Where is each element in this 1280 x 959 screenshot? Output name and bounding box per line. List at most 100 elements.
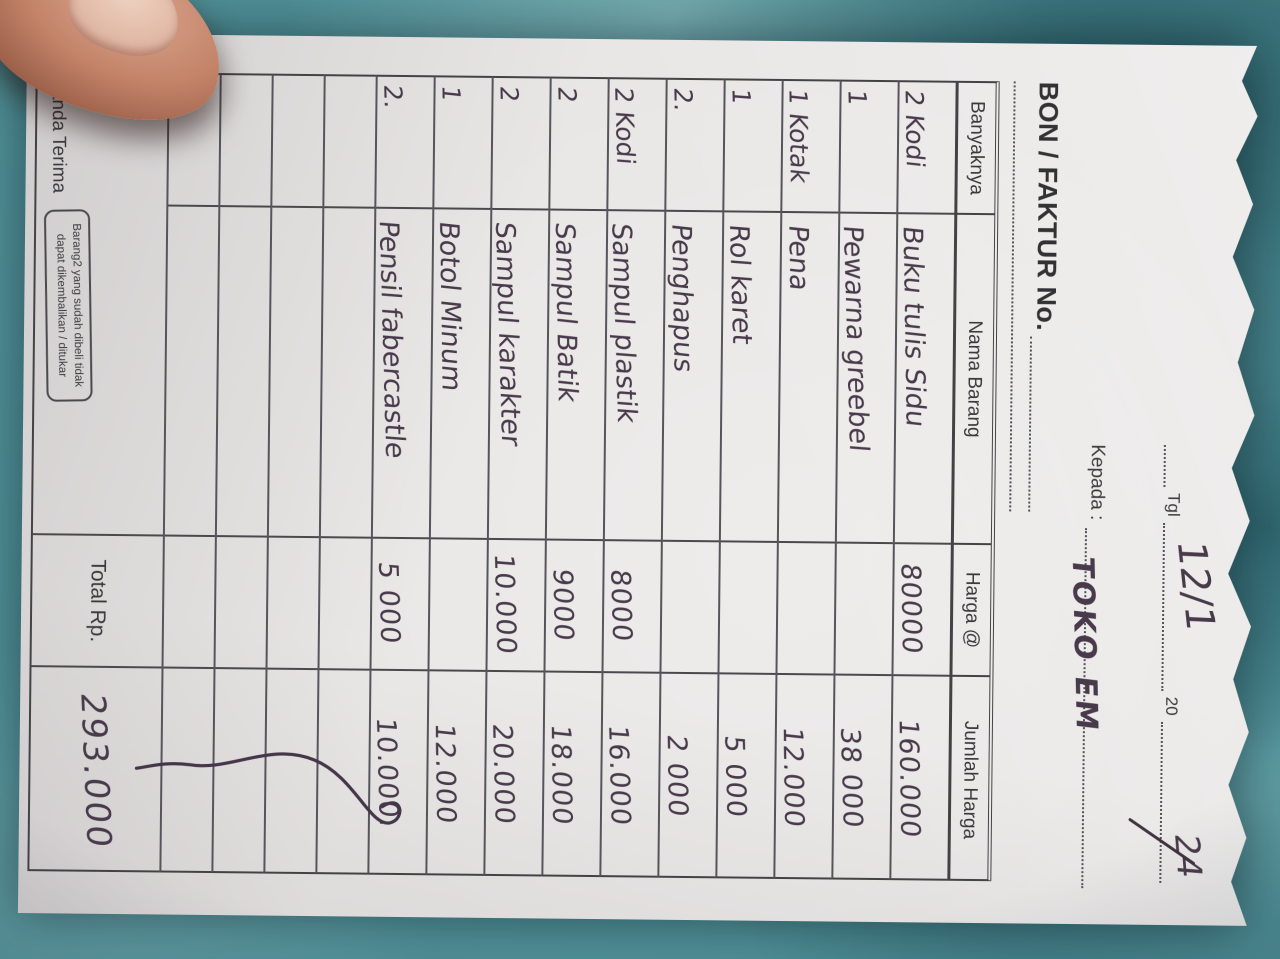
handwritten-qty: 2. bbox=[377, 83, 408, 110]
note-line-2: dapat dikembalikan / ditukar bbox=[54, 233, 69, 377]
item-name-cell: Sampul plastik bbox=[605, 211, 664, 542]
item-name-cell: Pensil fabercastle bbox=[373, 209, 432, 540]
handwritten-qty: 2. bbox=[668, 86, 698, 114]
unit-price-cell bbox=[661, 542, 718, 675]
unit-price-cell: 10.000 bbox=[487, 540, 544, 673]
amount-cell: 38 000 bbox=[833, 676, 891, 883]
handwritten-amount: 20.000 bbox=[485, 722, 520, 826]
amount-cell: 160.000 bbox=[891, 676, 949, 883]
handwritten-unit-price: 9000 bbox=[546, 566, 579, 643]
handwritten-qty: 1 Kotak bbox=[783, 87, 814, 185]
dotted-leader bbox=[1028, 337, 1038, 512]
amount-cell: 16.000 bbox=[601, 673, 659, 880]
qty-cell: 2 Kodi bbox=[898, 82, 955, 215]
empty-cell bbox=[220, 75, 271, 208]
handwritten-amount: 12.000 bbox=[428, 721, 461, 826]
amount-cell: 5 000 bbox=[717, 674, 775, 881]
dotted-leader: 24 bbox=[1159, 722, 1169, 884]
amount-cell: 20.000 bbox=[485, 672, 543, 879]
table-row: 1 Pewarna greebel 38 000 bbox=[831, 80, 897, 881]
dotted-leader: 12/1 bbox=[1161, 523, 1171, 691]
amount-cell: 18.000 bbox=[543, 673, 601, 880]
empty-cell bbox=[321, 208, 374, 539]
return-policy-note: Barang2 yang sudah dibeli tidak dapat di… bbox=[44, 209, 93, 401]
unit-price-cell bbox=[777, 543, 834, 676]
unit-price-cell: 5 000 bbox=[371, 539, 428, 672]
item-name-cell: Penghapus bbox=[663, 212, 722, 543]
year-prefix: 20 bbox=[1162, 696, 1182, 716]
item-name-cell: Sampul Batik bbox=[547, 211, 606, 542]
column-header-harga: Harga @ bbox=[952, 545, 990, 677]
handwritten-year: 24 bbox=[1166, 832, 1210, 880]
table-row: 2. Penghapus 2 000 bbox=[657, 78, 723, 879]
handwritten-item-name: Sampul karakter bbox=[488, 220, 526, 448]
qty-cell: 2 bbox=[492, 78, 549, 211]
empty-cell bbox=[272, 76, 323, 209]
table-row: 2 Kodi Sampul plastik 8000 16.000 bbox=[599, 77, 665, 878]
item-name-cell: Buku tulis Sidu bbox=[895, 214, 954, 545]
handwritten-date: 12/1 bbox=[1167, 539, 1224, 633]
empty-cell bbox=[217, 207, 270, 538]
handwritten-qty: 2 Kodi bbox=[899, 88, 930, 170]
date-line: Tgl 12/1 20 24 bbox=[1159, 445, 1184, 883]
handwritten-amount: 160.000 bbox=[892, 717, 925, 840]
total-label: Total Rp. bbox=[85, 559, 110, 643]
dotted-leader: TOKO EM bbox=[1081, 528, 1093, 888]
handwritten-unit-price: 8000 bbox=[603, 567, 637, 644]
qty-cell: 2. bbox=[666, 80, 723, 213]
qty-cell: 1 Kotak bbox=[782, 81, 839, 214]
receipt: Tgl 12/1 20 24 Kepada : TOKO EM BON / bbox=[18, 33, 1262, 926]
handwritten-unit-price: 80000 bbox=[894, 561, 927, 656]
handwritten-unit-price: 10.000 bbox=[487, 552, 522, 656]
table-row: 1 Kotak Pena 12.000 bbox=[773, 79, 839, 880]
kepada-line: Kepada : TOKO EM bbox=[1081, 444, 1108, 888]
table-row: 1 Botol Minum 12.000 bbox=[425, 75, 491, 876]
unit-price-cell: 8000 bbox=[603, 541, 660, 674]
handwritten-flourish bbox=[128, 674, 410, 857]
note-line-1: Barang2 yang sudah dibeli tidak bbox=[70, 223, 85, 387]
handwritten-item-name: Sampul plastik bbox=[605, 221, 642, 425]
handwritten-item-name: Buku tulis Sidu bbox=[896, 224, 931, 429]
handwritten-amount: 38 000 bbox=[833, 726, 868, 830]
handwritten-recipient: TOKO EM bbox=[1064, 554, 1104, 735]
signature-cell: Tanda Terima Barang2 yang sudah dibeli t… bbox=[33, 73, 168, 536]
column-header-banyaknya: Banyaknya bbox=[957, 83, 995, 215]
table-header-row: Banyaknya Nama Barang Harga @ Jumlah Har… bbox=[947, 81, 999, 881]
table-row: 1 Rol karet 5 000 bbox=[715, 78, 781, 879]
handwritten-item-name: Pena bbox=[781, 223, 814, 293]
handwritten-qty: 2 bbox=[552, 85, 582, 105]
table-row: 2 Sampul Batik 9000 18.000 bbox=[541, 77, 607, 878]
column-header-jumlah-harga: Jumlah Harga bbox=[959, 720, 982, 840]
unit-price-cell bbox=[835, 544, 892, 677]
qty-cell: 2 Kodi bbox=[608, 79, 665, 212]
amount-cell: 12.000 bbox=[775, 675, 833, 882]
title-line: BON / FAKTUR No. bbox=[1028, 82, 1064, 512]
empty-cell bbox=[267, 538, 318, 671]
item-name-cell: Pena bbox=[779, 213, 838, 544]
item-name-cell: Pewarna greebel bbox=[837, 214, 896, 545]
page-title: BON / FAKTUR No. bbox=[1031, 81, 1064, 332]
handwritten-amount: 18.000 bbox=[544, 722, 577, 827]
item-name-cell: Sampul karakter bbox=[489, 210, 548, 541]
qty-cell: 1 bbox=[434, 77, 491, 210]
handwritten-amount: 12.000 bbox=[776, 725, 809, 830]
empty-cell bbox=[319, 538, 370, 671]
amount-cell: 12.000 bbox=[427, 671, 485, 878]
kepada-label: Kepada : bbox=[1086, 444, 1108, 521]
qty-cell: 2 bbox=[550, 79, 607, 212]
unit-price-cell bbox=[429, 539, 486, 672]
handwritten-unit-price: 5 000 bbox=[371, 560, 405, 646]
handwritten-total: 293.000 bbox=[72, 691, 119, 851]
empty-cell bbox=[165, 207, 218, 538]
handwritten-qty: 2 Kodi bbox=[608, 86, 641, 166]
empty-cell bbox=[215, 537, 266, 670]
empty-cell bbox=[163, 537, 214, 670]
unit-price-cell: 80000 bbox=[893, 544, 950, 677]
handwritten-amount: 2 000 bbox=[660, 732, 693, 819]
qty-cell: 2. bbox=[376, 77, 433, 210]
unit-price-cell bbox=[719, 542, 776, 675]
handwritten-item-name: Sampul Batik bbox=[548, 220, 583, 404]
unit-price-cell: 9000 bbox=[545, 541, 602, 674]
qty-cell: 1 bbox=[724, 80, 781, 213]
